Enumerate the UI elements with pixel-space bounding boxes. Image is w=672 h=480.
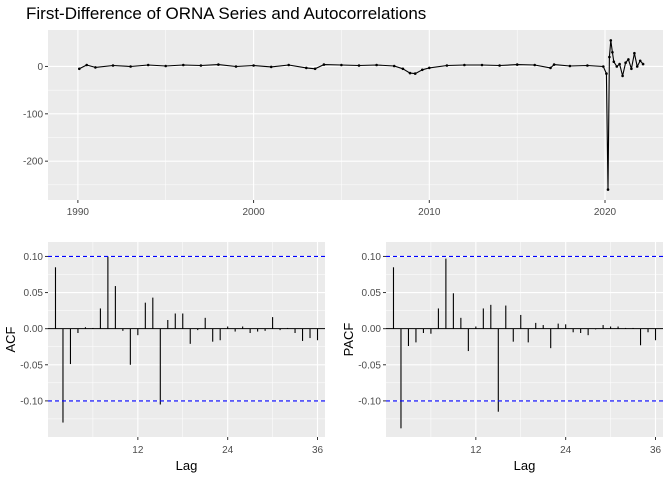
data-point [552,63,556,66]
pacf-y-tick-label: 0.00 [362,324,382,335]
data-point [305,66,308,70]
acf-x-axis-title: Lag [176,458,198,473]
acf-x-tick-label: 24 [222,445,234,456]
pacf-y-tick-label: 0.10 [362,252,382,263]
pacf-y-tick-label: -0.10 [358,396,381,407]
data-point [498,64,501,67]
data-point [401,67,405,71]
data-point [164,64,167,68]
data-point [621,74,624,78]
data-point [269,65,273,69]
pacf-x-tick-label: 36 [650,445,662,456]
data-point [357,64,361,67]
data-point [633,51,636,55]
data-point [313,67,317,71]
data-point [635,65,639,68]
pacf-y-axis-title: PACF [341,323,356,357]
acf-y-tick-label: 0.00 [24,324,44,335]
pacf-x-tick-label: 12 [470,445,482,456]
pacf-x-axis-title: Lag [514,458,536,473]
data-point [428,66,431,70]
data-point [480,63,484,67]
acf-y-tick-label: -0.05 [20,360,43,371]
data-point [182,63,185,67]
data-point [85,63,88,67]
data-point [515,63,519,66]
data-point [408,71,412,75]
data-point [217,63,220,66]
pacf-y-tick-label: -0.05 [358,360,381,371]
data-point [586,64,589,67]
page-title: First-Difference of ORNA Series and Auto… [26,4,427,23]
data-point [375,63,378,67]
data-point [252,64,255,67]
data-point [322,63,326,66]
data-point [608,55,611,59]
ts-x-tick-label: 1990 [67,207,90,218]
data-point [533,63,536,67]
acf-x-tick-label: 36 [312,445,324,456]
data-point [606,188,610,191]
data-point [421,68,424,72]
acf-panel-background [48,242,325,437]
ts-panel-background [48,30,663,200]
data-point [94,66,97,69]
ts-y-tick-label: 0 [37,62,43,73]
data-point [78,67,81,71]
acf-y-tick-label: 0.05 [24,288,44,299]
data-point [568,64,572,68]
pacf-x-tick-label: 24 [560,445,572,456]
acf-y-tick-label: 0.10 [24,252,44,263]
data-point [630,67,633,71]
data-point [609,39,613,42]
data-point [618,62,621,66]
pacf-y-tick-label: 0.05 [362,288,382,299]
data-point [234,65,238,68]
data-point [129,65,132,68]
ts-x-tick-label: 2010 [418,207,441,218]
data-point [638,59,642,63]
data-point [612,60,616,63]
ts-y-tick-label: -200 [23,157,43,168]
data-point [146,63,150,67]
ts-x-tick-label: 2000 [242,207,265,218]
data-point [641,62,645,66]
data-point [199,64,203,67]
ts-x-tick-label: 2020 [594,207,617,218]
data-point [445,64,449,67]
acf-x-tick-label: 12 [132,445,144,456]
data-point [615,65,619,68]
data-point [111,64,115,67]
data-point [605,72,608,75]
acf-y-tick-label: -0.10 [20,396,43,407]
pacf-panel-background [386,242,663,437]
data-point [413,72,417,75]
data-point [392,64,396,68]
data-point [611,51,614,54]
data-point [602,65,605,68]
ts-y-tick-label: -100 [23,109,43,120]
data-point [463,63,466,67]
data-point [627,58,630,61]
data-point [624,61,627,64]
data-point [549,66,552,70]
acf-y-axis-title: ACF [3,326,18,352]
data-point [287,63,291,67]
data-point [340,63,343,67]
